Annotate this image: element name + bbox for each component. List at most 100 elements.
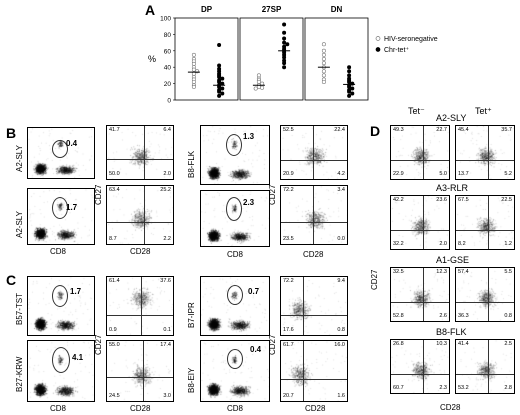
quadrant-ul: 72.2	[283, 278, 294, 284]
quadrant-ur: 17.4	[160, 342, 171, 348]
flow-plot-c1	[27, 276, 95, 336]
dot-cloud	[391, 340, 449, 393]
quad-plot-b4: 72.2 3.4 23.5 0.0	[280, 185, 348, 245]
quadrant-lr: 0.8	[337, 326, 345, 333]
quadrant-ul: 41.4	[458, 341, 469, 347]
point-seronegative	[321, 48, 326, 53]
legend-marker	[375, 36, 381, 41]
x-axis-label: CD28	[305, 404, 326, 413]
quadrant-lr: 2.0	[439, 240, 447, 247]
quadrant-lr: 3.0	[163, 392, 171, 399]
quadrant-ul: 63.4	[109, 187, 120, 193]
quadrant-lr: 4.2	[337, 170, 345, 177]
panel-label-d: D	[370, 123, 381, 139]
quadrant-lr: 5.2	[504, 170, 512, 177]
plot-ylabel: B27-KRW	[15, 356, 24, 392]
point-chr-tet	[347, 93, 352, 98]
point-seronegative	[256, 73, 261, 78]
dot-cloud	[281, 341, 347, 401]
quadrant-ll: 22.9	[393, 170, 404, 177]
panel-label-a: A	[145, 2, 156, 18]
quadrant-ur: 9.4	[337, 278, 345, 284]
quadrant-ll: 24.5	[109, 392, 120, 399]
plot-ylabel: B7-IPR	[187, 302, 196, 328]
column-header-tet-pos: Tet⁺	[475, 106, 492, 116]
quadrant-ll: 23.5	[283, 235, 294, 242]
quad-plot-b3: 52.5 22.4 20.9 4.2	[280, 125, 348, 180]
dot-cloud	[281, 186, 347, 244]
gate-value: 1.7	[66, 203, 78, 212]
dot-cloud	[456, 196, 514, 249]
y-tick-label: 0	[167, 98, 171, 105]
point-chr-tet	[217, 63, 222, 68]
point-chr-tet	[282, 65, 287, 70]
quadrant-lr: 2.8	[504, 384, 512, 391]
quadrant-ul: 57.4	[458, 269, 469, 275]
y-tick-label: 40	[164, 65, 172, 72]
legend-marker	[375, 47, 381, 52]
column-header-tet-neg: Tet⁻	[408, 106, 425, 116]
quadrant-ul: 52.5	[283, 127, 294, 133]
quad-plot-d-0-pos: 45.4 35.7 13.7 5.2	[455, 125, 515, 180]
quadrant-ur: 25.2	[160, 187, 171, 193]
quadrant-ll: 53.2	[458, 384, 469, 391]
gate-value: 0.4	[66, 139, 78, 148]
y-tick-label: 100	[160, 16, 171, 23]
dot-cloud	[456, 340, 514, 393]
point-seronegative	[260, 85, 265, 90]
gate-value: 1.7	[70, 287, 82, 296]
quadrant-ll: 8.7	[109, 235, 117, 242]
point-chr-tet	[282, 36, 287, 41]
quad-plot-d-3-neg: 26.8 10.3 60.7 2.3	[390, 339, 450, 394]
quadrant-ul: 41.7	[109, 127, 120, 133]
tetramer-gate	[227, 349, 243, 369]
quadrant-ul: 55.0	[109, 342, 120, 348]
quadrant-ul: 42.2	[393, 197, 404, 203]
quadrant-ul: 49.3	[393, 127, 404, 133]
point-seronegative	[321, 73, 326, 78]
x-axis-label: CD8	[227, 404, 244, 413]
dot-cloud	[281, 277, 347, 335]
tetramer-gate	[52, 347, 70, 373]
point-chr-tet	[220, 86, 225, 91]
quad-plot-d-1-pos: 67.5 22.5 8.2 1.2	[455, 195, 515, 250]
dot-cloud	[107, 277, 173, 335]
y-axis-label: CD27	[268, 334, 277, 355]
quad-plot-d-2-neg: 32.5 12.3 52.8 2.6	[390, 267, 450, 322]
tetramer-gate	[226, 134, 242, 156]
dot-cloud	[281, 126, 347, 179]
point-chr-tet	[217, 79, 222, 84]
quadrant-ll: 20.9	[283, 170, 294, 177]
quad-plot-d-1-neg: 42.2 23.6 32.2 2.0	[390, 195, 450, 250]
group-box	[304, 17, 369, 101]
point-chr-tet	[282, 40, 287, 45]
flow-plot-b4	[200, 190, 270, 247]
quadrant-lr: 0.8	[504, 312, 512, 319]
point-seronegative	[191, 79, 196, 84]
point-chr-tet	[347, 89, 352, 94]
y-axis-label: CD27	[268, 184, 277, 205]
y-axis-label: CD27	[370, 269, 379, 290]
point-chr-tet	[217, 43, 222, 48]
y-axis-label: CD27	[94, 184, 103, 205]
gate-value: 0.7	[248, 287, 260, 296]
point-chr-tet	[347, 73, 352, 78]
gate-value: 0.4	[250, 345, 262, 354]
quadrant-lr: 2.3	[439, 384, 447, 391]
quadrant-lr: 2.6	[439, 312, 447, 319]
row-label: A2-SLY	[436, 113, 467, 123]
legend-label: HIV-seronegative	[384, 36, 438, 43]
point-chr-tet	[282, 30, 287, 35]
quadrant-ur: 10.3	[436, 341, 447, 347]
group-title: DN	[331, 5, 343, 14]
gate-value: 1.3	[243, 132, 255, 141]
quadrant-ul: 32.5	[393, 269, 404, 275]
tetramer-gate	[226, 197, 242, 221]
quadrant-ul: 45.4	[458, 127, 469, 133]
quadrant-ur: 35.7	[501, 127, 512, 133]
point-chr-tet	[347, 65, 352, 70]
point-chr-tet	[347, 84, 352, 89]
dot-cloud	[456, 268, 514, 321]
dot-cloud	[107, 186, 173, 244]
quad-plot-d-2-pos: 57.4 5.5 36.3 0.8	[455, 267, 515, 322]
